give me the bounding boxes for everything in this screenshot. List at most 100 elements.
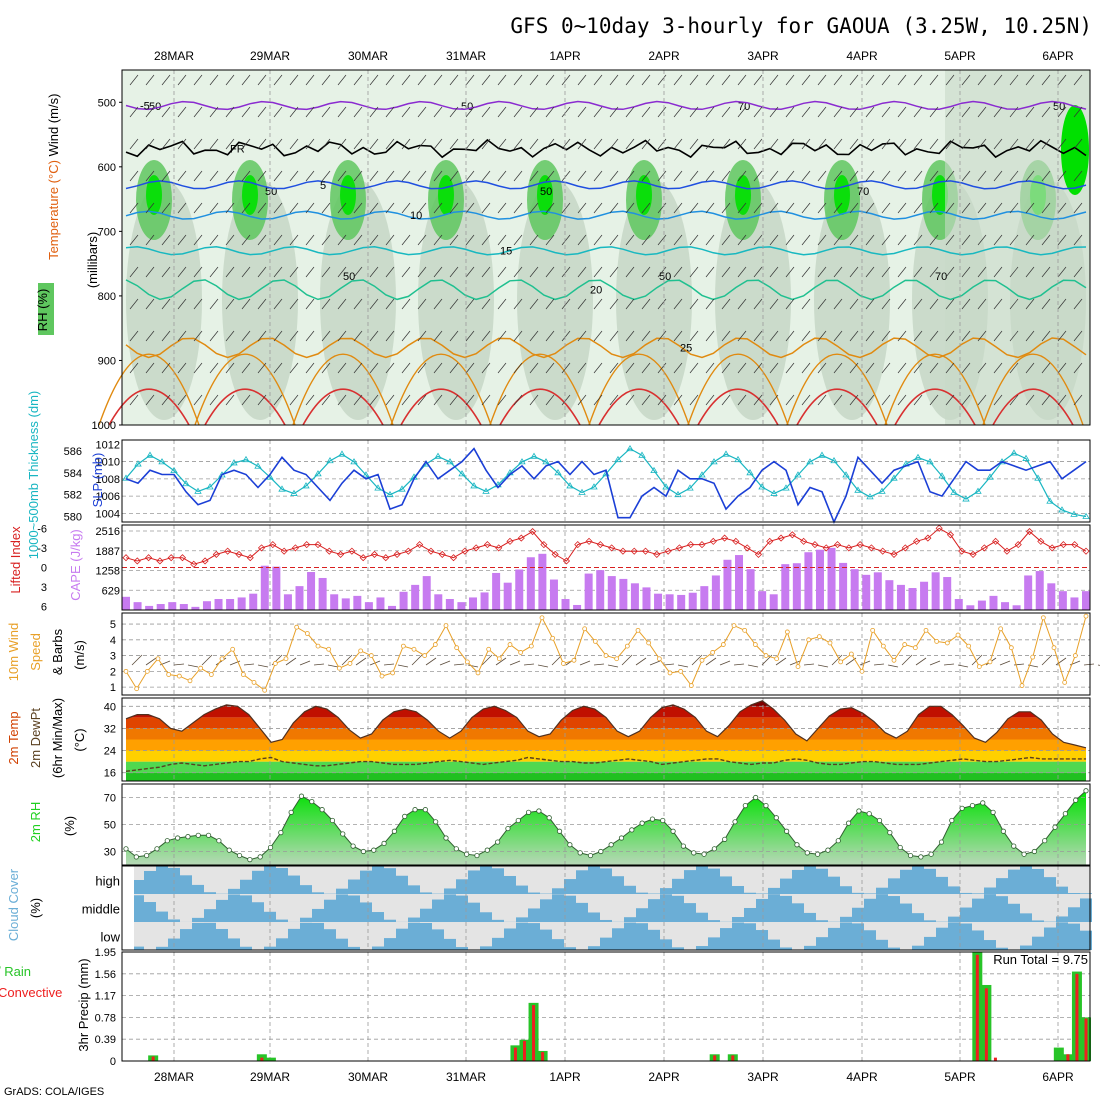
cloud-cell — [156, 911, 168, 922]
wind-barb — [561, 202, 571, 214]
isotherm-label: -5 — [140, 101, 150, 113]
wind-speed-point — [443, 623, 449, 629]
wind-barb — [1041, 138, 1051, 150]
thickness-tick-label: 586 — [64, 446, 82, 458]
wind-barb — [1009, 74, 1019, 86]
wind-barb — [497, 138, 507, 150]
lifted-index-point — [811, 541, 819, 549]
wind-tick-label: 1 — [110, 682, 116, 694]
wind-barb — [753, 138, 763, 150]
wind-barb — [433, 138, 443, 150]
wind-barb — [641, 106, 651, 118]
cloud-cell — [852, 907, 864, 922]
wind-barb — [817, 74, 827, 86]
wind-barb — [657, 234, 667, 246]
wind-barb — [849, 138, 859, 150]
wind-barb — [161, 394, 171, 406]
cloud-cell — [300, 885, 312, 894]
wind-barb — [337, 106, 347, 118]
wind-barb — [673, 234, 683, 246]
wind-barb — [785, 74, 795, 86]
wind-barb — [785, 234, 795, 246]
wind-barb — [209, 362, 219, 374]
rh-point — [815, 851, 821, 857]
cape-bar — [538, 553, 547, 610]
wind-barb — [225, 298, 235, 310]
wind-barb — [1073, 106, 1083, 118]
lifted-index-point — [393, 550, 401, 558]
thickness-point — [674, 490, 682, 498]
wind-barb — [737, 202, 747, 214]
wind-barb — [241, 106, 251, 118]
lifted-index-point — [890, 550, 898, 558]
lifted-index-point — [133, 557, 141, 565]
wind-barb — [801, 362, 811, 374]
rh-point — [701, 851, 707, 857]
cloud-cell — [468, 902, 480, 922]
wind-speed-point — [272, 661, 278, 666]
rh-point — [670, 828, 676, 834]
thickness-point — [962, 495, 970, 502]
wind-barb — [209, 170, 219, 182]
wind-barb — [241, 234, 251, 246]
cloud-cell — [852, 892, 864, 894]
wind-barb — [849, 362, 859, 374]
cape-bar — [584, 573, 593, 610]
wind-barb — [929, 394, 939, 406]
cloud-cell — [456, 947, 468, 950]
wind-barb — [1057, 138, 1067, 150]
wind-barb — [673, 266, 683, 278]
wind-barb — [537, 664, 549, 668]
wind-barb — [129, 202, 139, 214]
wind-barb — [753, 74, 763, 86]
cloud-cell — [660, 939, 672, 950]
wind-barb — [971, 654, 983, 666]
wind-speed-point — [763, 653, 769, 658]
wind-speed-point — [400, 643, 406, 649]
precip-convective-bar — [522, 1040, 526, 1061]
wind-speed-point — [198, 665, 204, 671]
rh-point — [876, 817, 883, 824]
cloud-cell — [648, 899, 660, 922]
wind-barb — [593, 298, 603, 310]
wind-barb — [433, 298, 443, 310]
wind-barb — [321, 298, 331, 310]
cape-bar — [353, 595, 362, 610]
wind-barb — [561, 106, 571, 118]
wind-barb — [513, 234, 523, 246]
cape-bar — [896, 584, 905, 610]
wind-barb — [273, 298, 283, 310]
wind-speed-point — [123, 668, 129, 674]
wind-barb — [129, 266, 139, 278]
rh-point — [350, 843, 356, 849]
cloud-cell — [540, 899, 552, 922]
wind-barb — [465, 106, 475, 118]
wind-barb — [593, 330, 603, 342]
rh-point — [154, 846, 160, 852]
wind-barb — [1057, 234, 1067, 246]
surface-isotherm-arc — [796, 388, 878, 426]
wind-barb — [509, 660, 521, 666]
wind-speed-point — [507, 642, 513, 647]
thickness-point — [662, 483, 670, 490]
wind-barb — [1057, 298, 1067, 310]
wind-speed-point — [262, 687, 268, 693]
rh-point — [515, 817, 521, 824]
cloud-cell — [1068, 907, 1080, 922]
wind-barb — [545, 362, 555, 374]
cloud-cell — [588, 866, 600, 894]
wind-barb — [785, 266, 795, 278]
cape-bar — [341, 598, 350, 610]
wind-barb — [1009, 106, 1019, 118]
wind-barb — [129, 298, 139, 310]
thickness-point — [470, 482, 478, 489]
temperature-band — [126, 739, 1086, 751]
wind-barb — [1041, 298, 1051, 310]
precip-convective-bar — [993, 1057, 997, 1061]
wind-barb — [849, 298, 859, 310]
wind-barb — [865, 106, 875, 118]
cloud-cell — [348, 946, 360, 950]
wind-barb — [865, 330, 875, 342]
wind-barb — [161, 106, 171, 118]
rh-point — [402, 813, 408, 820]
